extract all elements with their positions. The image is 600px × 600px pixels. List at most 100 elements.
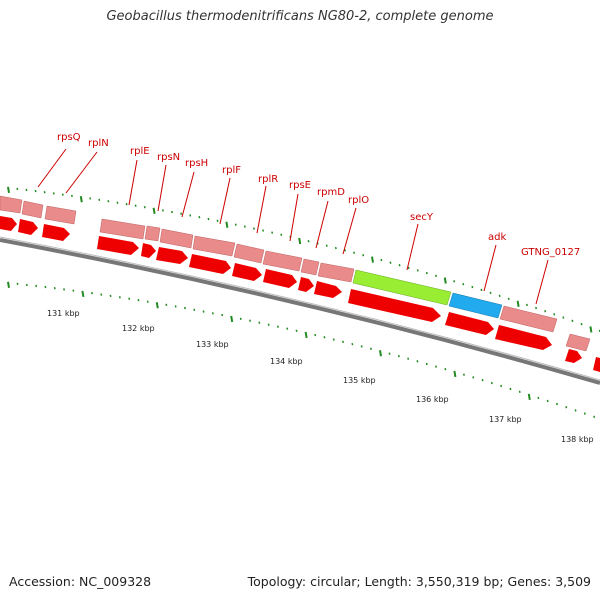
leader-line	[181, 171, 195, 218]
minor-tick	[555, 402, 558, 406]
minor-tick	[143, 206, 146, 209]
minor-tick	[189, 214, 192, 217]
gene-label-rplR: rplR	[258, 174, 278, 185]
minor-tick	[70, 194, 73, 198]
gene-label-rplF: rplF	[222, 165, 241, 176]
minor-tick	[580, 322, 583, 326]
minor-tick	[397, 355, 400, 358]
cds-arrows	[0, 216, 600, 372]
major-tick	[304, 331, 308, 339]
minor-tick	[471, 285, 474, 289]
minor-tick	[334, 246, 337, 250]
gene-label-rplO: rplO	[348, 195, 369, 206]
minor-tick	[137, 299, 140, 302]
gene-feature	[565, 333, 591, 352]
leader-line	[128, 159, 138, 206]
minor-tick	[25, 188, 28, 192]
gene-feature-secY	[352, 269, 452, 306]
minor-tick	[109, 294, 112, 298]
major-tick	[371, 256, 374, 263]
minor-tick	[61, 193, 64, 196]
kbp-label: 136 kbp	[416, 395, 449, 404]
minor-tick	[593, 415, 596, 419]
major-tick	[527, 393, 531, 401]
minor-tick	[544, 309, 547, 313]
minor-tick	[118, 296, 121, 299]
minor-tick	[234, 223, 237, 226]
minor-tick	[489, 291, 492, 295]
minor-tick	[416, 269, 419, 272]
minor-tick	[134, 204, 137, 207]
leader-line	[342, 207, 357, 255]
kbp-label: 137 kbp	[489, 415, 522, 424]
minor-tick	[100, 293, 103, 296]
gene-feature	[499, 305, 558, 333]
gene-label-rpsN: rpsN	[157, 152, 180, 163]
major-tick	[589, 326, 593, 333]
minor-tick	[128, 297, 131, 300]
gene-feature	[192, 235, 236, 257]
cds-arrow	[97, 236, 139, 255]
topology-text: Topology: circular; Length: 3,550,319 bp…	[247, 574, 591, 589]
gene-label-rpsH: rpsH	[185, 158, 208, 169]
kbp-label: 134 kbp	[270, 357, 303, 366]
cds-arrow	[263, 269, 297, 288]
major-tick	[79, 195, 83, 203]
minor-tick	[525, 303, 528, 307]
kbp-label: 138 kbp	[561, 435, 594, 444]
minor-tick	[221, 313, 224, 317]
minor-tick	[249, 319, 252, 322]
minor-tick	[490, 381, 493, 385]
minor-tick	[407, 357, 410, 360]
minor-tick	[34, 189, 37, 193]
minor-tick	[53, 287, 56, 290]
minor-tick	[323, 336, 326, 339]
cds-arrow	[593, 357, 600, 372]
minor-tick	[16, 187, 19, 191]
minor-tick	[243, 225, 246, 228]
minor-tick	[216, 219, 219, 223]
minor-tick	[35, 284, 38, 288]
minor-tick	[553, 313, 556, 316]
cds-arrow	[42, 224, 70, 241]
leader-line	[65, 151, 98, 194]
minor-tick	[325, 244, 328, 247]
kbp-label: 132 kbp	[122, 324, 155, 333]
minor-tick	[481, 379, 484, 382]
minor-tick	[369, 347, 372, 351]
minor-tick	[276, 325, 279, 328]
minor-tick	[332, 338, 335, 341]
minor-tick	[565, 406, 568, 409]
cds-arrow	[0, 216, 17, 231]
major-tick	[453, 370, 457, 378]
minor-tick	[462, 282, 465, 286]
minor-tick	[416, 360, 419, 363]
minor-tick	[389, 261, 392, 264]
gene-feature	[262, 250, 303, 272]
gene-label-GTNG_0127: GTNG_0127	[521, 247, 580, 258]
minor-tick	[98, 198, 101, 202]
gene-features	[0, 195, 591, 352]
cds-arrow	[189, 254, 231, 274]
minor-tick	[480, 288, 483, 292]
minor-tick	[500, 384, 503, 388]
minor-tick	[125, 202, 128, 206]
gene-feature	[144, 225, 161, 242]
minor-tick	[90, 292, 93, 295]
genome-backbone-highlight	[0, 236, 600, 381]
minor-tick	[462, 373, 465, 376]
minor-tick	[89, 197, 92, 200]
minor-tick	[583, 412, 586, 415]
leader-line	[406, 223, 419, 271]
leader-line	[535, 259, 549, 305]
leader-line	[483, 244, 497, 292]
major-tick	[225, 221, 229, 228]
major-tick	[298, 237, 302, 245]
minor-tick	[472, 376, 475, 379]
gene-label-rplE: rplE	[130, 146, 150, 157]
kbp-label: 131 kbp	[47, 309, 80, 318]
minor-tick	[380, 258, 383, 262]
major-tick	[155, 302, 159, 309]
major-tick	[152, 207, 156, 214]
